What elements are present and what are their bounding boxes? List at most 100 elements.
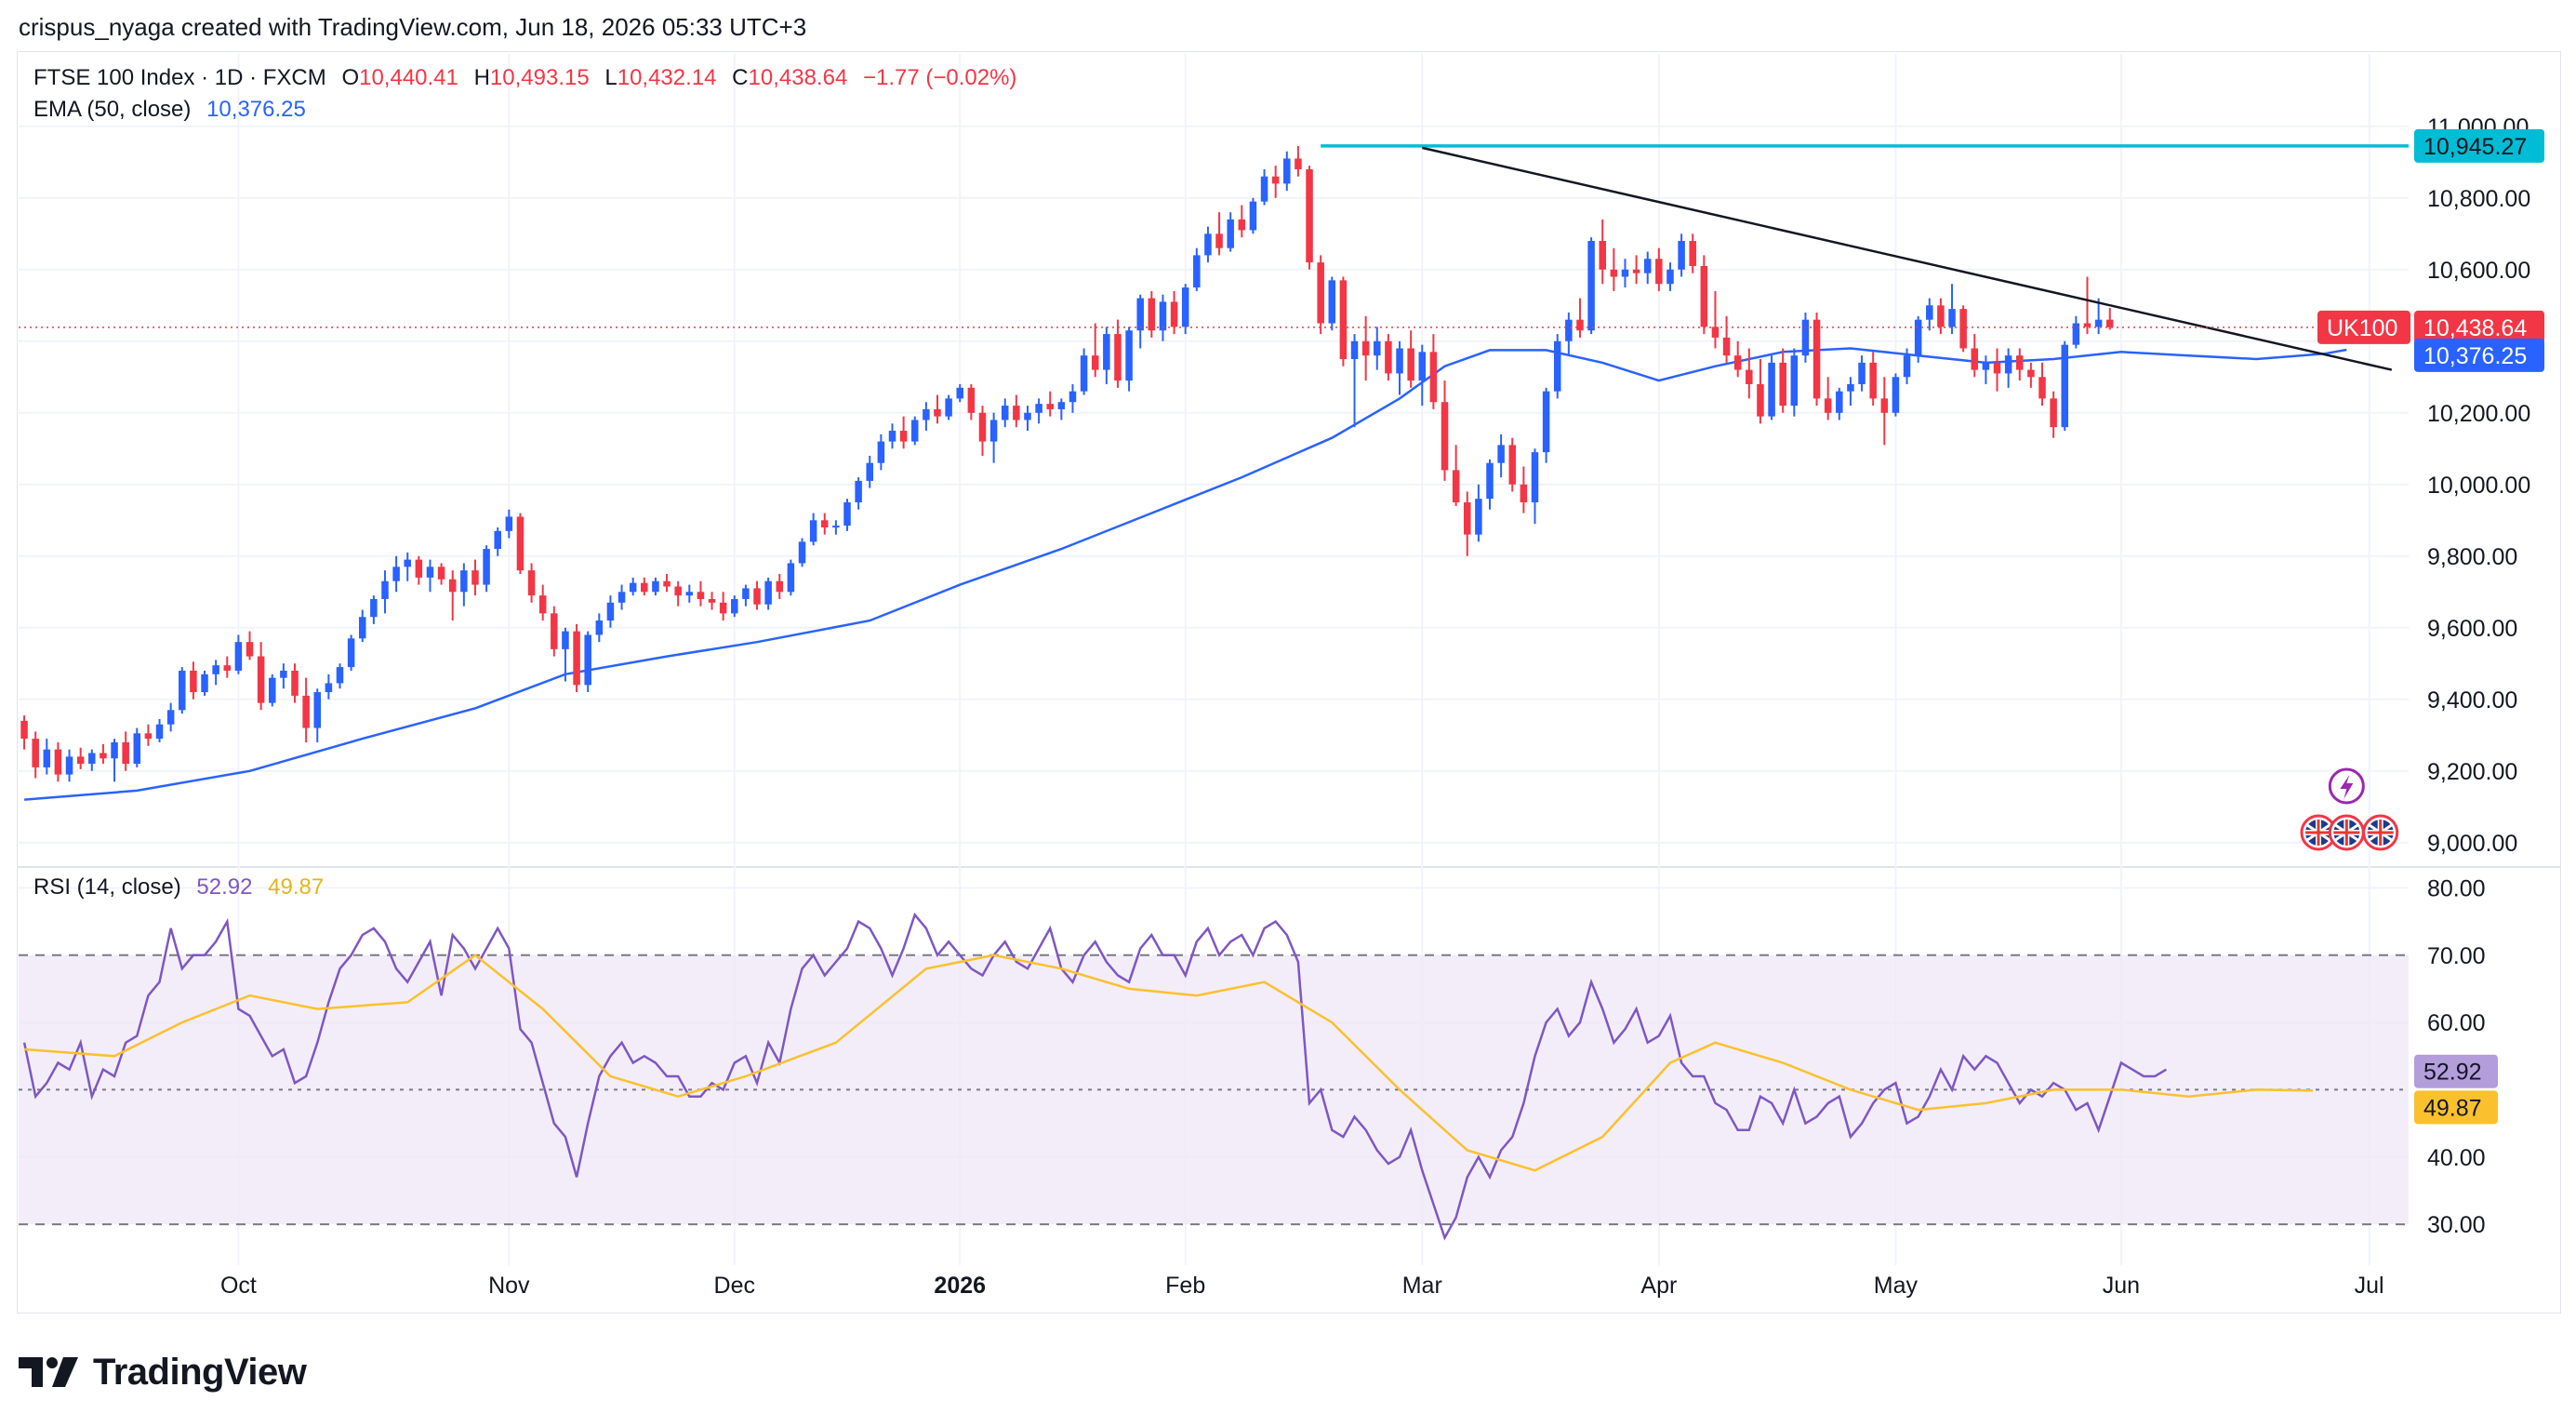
candle[interactable]	[1779, 348, 1786, 413]
candle[interactable]	[1565, 312, 1573, 356]
candle[interactable]	[155, 718, 164, 742]
candle[interactable]	[595, 613, 604, 643]
candle[interactable]	[1497, 433, 1505, 478]
candle[interactable]	[798, 538, 806, 567]
candle[interactable]	[1215, 212, 1223, 256]
candle[interactable]	[2061, 340, 2069, 432]
candle[interactable]	[122, 731, 129, 771]
candle[interactable]	[1689, 233, 1696, 273]
candle[interactable]	[246, 631, 254, 660]
candle[interactable]	[821, 513, 829, 535]
candle[interactable]	[753, 580, 761, 610]
candle[interactable]	[719, 592, 727, 621]
candle[interactable]	[1407, 330, 1414, 388]
candle[interactable]	[956, 383, 963, 403]
candle[interactable]	[1452, 445, 1460, 506]
candle[interactable]	[1531, 448, 1539, 525]
candle[interactable]	[269, 673, 276, 707]
candle[interactable]	[1937, 298, 1945, 335]
candle[interactable]	[843, 499, 851, 531]
candle[interactable]	[1666, 262, 1674, 291]
candle[interactable]	[1700, 255, 1708, 335]
candle[interactable]	[212, 660, 219, 686]
candle[interactable]	[1080, 348, 1088, 395]
candle[interactable]	[426, 559, 434, 593]
candle[interactable]	[65, 749, 73, 782]
candle[interactable]	[967, 383, 976, 420]
candle[interactable]	[1711, 290, 1720, 349]
candle[interactable]	[336, 663, 344, 689]
candle[interactable]	[1632, 255, 1640, 285]
candle[interactable]	[1678, 233, 1685, 277]
candle[interactable]	[358, 609, 366, 643]
trendline[interactable]	[1421, 146, 2393, 371]
candle[interactable]	[1993, 348, 2001, 392]
main-legend[interactable]: FTSE 100 Index · 1D · FXCM O10,440.41 H1…	[33, 65, 1026, 91]
candle[interactable]	[1148, 290, 1156, 338]
candle[interactable]	[1880, 377, 1889, 446]
candle[interactable]	[32, 731, 39, 779]
candle[interactable]	[460, 563, 468, 607]
candle[interactable]	[1361, 315, 1370, 381]
candle[interactable]	[832, 520, 840, 535]
candle[interactable]	[1260, 168, 1268, 206]
candle[interactable]	[1238, 205, 1246, 238]
candle[interactable]	[708, 592, 716, 610]
candle[interactable]	[1350, 334, 1359, 428]
candle[interactable]	[697, 580, 705, 607]
candle[interactable]	[437, 563, 445, 585]
candle[interactable]	[1926, 298, 1933, 331]
candle[interactable]	[1001, 398, 1009, 428]
candle[interactable]	[291, 663, 299, 703]
candle[interactable]	[855, 477, 862, 510]
candle[interactable]	[1847, 377, 1854, 407]
candle[interactable]	[1046, 391, 1054, 417]
candle[interactable]	[201, 670, 208, 696]
uk-flag-icon[interactable]	[2362, 814, 2399, 851]
candle[interactable]	[809, 513, 817, 546]
candle[interactable]	[617, 584, 626, 610]
candle[interactable]	[1948, 284, 1956, 335]
candle[interactable]	[1757, 359, 1764, 424]
candle[interactable]	[1306, 166, 1313, 270]
uk-flag-icon[interactable]	[2300, 814, 2337, 851]
candle[interactable]	[2083, 276, 2091, 335]
candle[interactable]	[1069, 383, 1077, 413]
candle[interactable]	[1621, 259, 1629, 288]
candle[interactable]	[584, 631, 591, 693]
candle[interactable]	[1892, 373, 1900, 417]
candle[interactable]	[1812, 312, 1821, 407]
candle[interactable]	[538, 584, 547, 621]
candle[interactable]	[471, 559, 479, 596]
candle[interactable]	[1520, 466, 1528, 513]
candle[interactable]	[742, 584, 750, 607]
candle[interactable]	[166, 702, 175, 732]
candle[interactable]	[1271, 166, 1280, 198]
candle[interactable]	[1114, 319, 1122, 388]
uk-flag-icon[interactable]	[2328, 814, 2365, 851]
candle[interactable]	[527, 563, 536, 603]
candle[interactable]	[877, 433, 885, 471]
candle[interactable]	[1869, 352, 1877, 407]
candle[interactable]	[1125, 327, 1133, 392]
candle[interactable]	[133, 727, 141, 767]
candle[interactable]	[1295, 145, 1302, 177]
candle[interactable]	[652, 577, 659, 596]
candle[interactable]	[2105, 307, 2114, 330]
candle[interactable]	[1824, 377, 1832, 420]
lightning-icon[interactable]	[2328, 767, 2365, 805]
candle[interactable]	[551, 606, 558, 657]
candle[interactable]	[1024, 406, 1031, 432]
candle[interactable]	[934, 394, 941, 424]
candle[interactable]	[606, 595, 615, 628]
candle[interactable]	[1553, 334, 1561, 399]
candle[interactable]	[1317, 255, 1324, 335]
candle[interactable]	[54, 741, 62, 782]
candle[interactable]	[2038, 362, 2046, 407]
candle[interactable]	[223, 656, 232, 678]
candle[interactable]	[1768, 355, 1775, 420]
candle[interactable]	[1508, 437, 1517, 492]
candle[interactable]	[1159, 294, 1167, 341]
candle[interactable]	[1475, 484, 1482, 542]
